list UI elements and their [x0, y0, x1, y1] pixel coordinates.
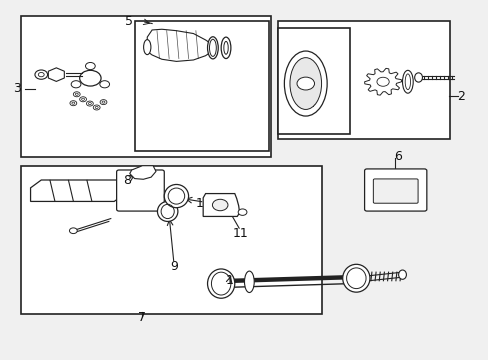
Circle shape	[73, 92, 80, 97]
Circle shape	[100, 100, 107, 105]
Bar	[21, 166, 322, 314]
Ellipse shape	[398, 270, 406, 279]
Circle shape	[85, 63, 95, 69]
Text: 9: 9	[170, 260, 178, 273]
Circle shape	[93, 105, 100, 110]
Polygon shape	[129, 166, 156, 179]
Polygon shape	[203, 194, 239, 216]
Polygon shape	[364, 68, 401, 95]
Ellipse shape	[143, 40, 151, 55]
Polygon shape	[48, 68, 64, 81]
Ellipse shape	[164, 184, 188, 208]
Polygon shape	[147, 29, 212, 62]
Circle shape	[238, 209, 246, 215]
Text: 8: 8	[122, 174, 131, 186]
Circle shape	[70, 101, 77, 106]
Text: 5: 5	[124, 14, 133, 27]
Circle shape	[35, 70, 47, 79]
Circle shape	[100, 81, 109, 88]
Ellipse shape	[402, 70, 412, 93]
Ellipse shape	[289, 58, 321, 109]
Ellipse shape	[207, 269, 234, 298]
Polygon shape	[30, 180, 138, 202]
Circle shape	[69, 228, 77, 234]
Text: 2: 2	[456, 90, 464, 103]
FancyBboxPatch shape	[372, 179, 417, 203]
FancyBboxPatch shape	[364, 169, 426, 211]
Text: 10: 10	[195, 197, 211, 210]
Text: 7: 7	[138, 311, 146, 324]
Circle shape	[80, 70, 101, 86]
Ellipse shape	[157, 202, 178, 221]
Text: 1: 1	[225, 274, 233, 287]
Circle shape	[80, 97, 86, 102]
Bar	[277, 21, 449, 139]
Circle shape	[296, 77, 314, 90]
Ellipse shape	[244, 271, 254, 293]
Bar	[21, 16, 271, 157]
Circle shape	[71, 81, 81, 88]
Text: 6: 6	[393, 150, 401, 163]
Circle shape	[376, 77, 388, 86]
Circle shape	[86, 101, 93, 106]
Text: 3: 3	[13, 82, 21, 95]
Ellipse shape	[221, 37, 230, 59]
Circle shape	[212, 199, 227, 211]
Ellipse shape	[414, 73, 422, 82]
Bar	[135, 21, 268, 152]
Ellipse shape	[284, 51, 326, 116]
Text: 4: 4	[307, 97, 315, 110]
Bar	[277, 28, 350, 134]
Text: 11: 11	[232, 227, 248, 240]
Ellipse shape	[207, 37, 218, 59]
Ellipse shape	[342, 264, 369, 292]
FancyBboxPatch shape	[116, 170, 164, 211]
